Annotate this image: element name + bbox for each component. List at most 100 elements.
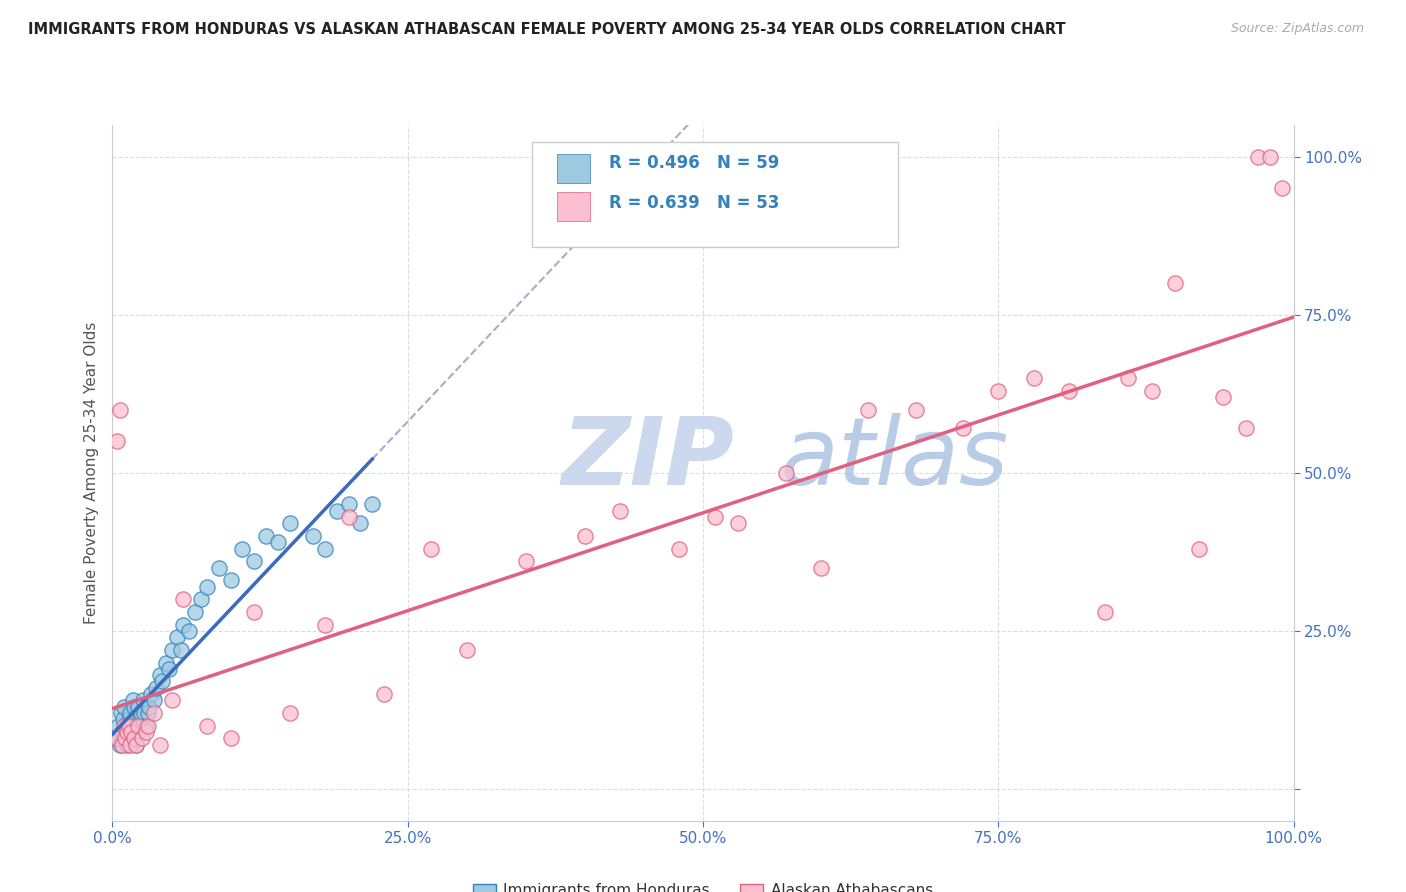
- Text: R = 0.639   N = 53: R = 0.639 N = 53: [609, 194, 779, 212]
- Point: [195, 580, 218, 594]
- Point: [1188, 541, 1211, 556]
- Point: [160, 693, 183, 707]
- Point: [703, 510, 725, 524]
- Point: [105, 434, 128, 449]
- Point: [117, 725, 139, 739]
- Point: [142, 693, 165, 707]
- Point: [115, 725, 138, 739]
- Point: [267, 535, 290, 549]
- Point: [574, 529, 596, 543]
- Point: [136, 719, 159, 733]
- Point: [1258, 149, 1281, 163]
- Point: [125, 738, 148, 752]
- Point: [515, 554, 537, 568]
- Point: [149, 668, 172, 682]
- Point: [172, 592, 194, 607]
- Point: [120, 731, 142, 746]
- Point: [132, 693, 155, 707]
- Point: [112, 731, 135, 746]
- Point: [184, 605, 207, 619]
- Point: [1271, 181, 1294, 195]
- Point: [337, 497, 360, 511]
- Point: [114, 731, 136, 746]
- Point: [125, 738, 148, 752]
- Point: [302, 529, 325, 543]
- Point: [160, 643, 183, 657]
- Text: Source: ZipAtlas.com: Source: ZipAtlas.com: [1230, 22, 1364, 36]
- Point: [111, 738, 134, 752]
- Point: [1247, 149, 1270, 163]
- Point: [114, 719, 136, 733]
- Point: [135, 725, 157, 739]
- Point: [129, 706, 152, 720]
- Point: [254, 529, 277, 543]
- Point: [125, 713, 148, 727]
- Point: [170, 643, 193, 657]
- Point: [145, 681, 167, 695]
- Text: atlas: atlas: [780, 413, 1008, 504]
- Point: [112, 713, 135, 727]
- Point: [120, 706, 142, 720]
- Point: [166, 630, 188, 644]
- Point: [456, 643, 478, 657]
- Point: [219, 574, 242, 588]
- Point: [150, 674, 173, 689]
- Point: [373, 687, 395, 701]
- Point: [243, 605, 266, 619]
- Point: [1022, 371, 1045, 385]
- Point: [1234, 421, 1257, 435]
- Point: [155, 656, 177, 670]
- FancyBboxPatch shape: [557, 154, 589, 184]
- Point: [107, 719, 129, 733]
- Point: [112, 699, 135, 714]
- Point: [858, 402, 880, 417]
- Point: [1116, 371, 1139, 385]
- Point: [314, 541, 336, 556]
- FancyBboxPatch shape: [557, 192, 589, 221]
- Point: [361, 497, 384, 511]
- Point: [138, 699, 160, 714]
- Point: [121, 693, 143, 707]
- Point: [110, 706, 132, 720]
- Point: [141, 687, 163, 701]
- Point: [1057, 384, 1080, 398]
- Point: [120, 738, 142, 752]
- Y-axis label: Female Poverty Among 25-34 Year Olds: Female Poverty Among 25-34 Year Olds: [83, 322, 98, 624]
- Point: [775, 466, 797, 480]
- Point: [904, 402, 927, 417]
- Point: [987, 384, 1010, 398]
- Point: [668, 541, 690, 556]
- Point: [118, 713, 141, 727]
- Point: [952, 421, 974, 435]
- Point: [219, 731, 242, 746]
- Point: [1164, 276, 1187, 290]
- Point: [122, 731, 145, 746]
- Point: [420, 541, 443, 556]
- Point: [326, 504, 349, 518]
- Point: [122, 725, 145, 739]
- Point: [127, 719, 149, 733]
- Point: [115, 738, 138, 752]
- Point: [349, 516, 371, 531]
- Point: [172, 617, 194, 632]
- Point: [131, 731, 153, 746]
- Text: R = 0.496   N = 59: R = 0.496 N = 59: [609, 154, 779, 172]
- Point: [278, 706, 301, 720]
- Point: [1140, 384, 1163, 398]
- Point: [108, 738, 131, 752]
- Point: [127, 725, 149, 739]
- FancyBboxPatch shape: [531, 142, 898, 247]
- Point: [111, 725, 134, 739]
- Text: ZIP: ZIP: [561, 413, 734, 505]
- Point: [105, 731, 128, 746]
- Point: [131, 719, 153, 733]
- Point: [122, 699, 145, 714]
- Point: [1094, 605, 1116, 619]
- Point: [105, 731, 128, 746]
- Point: [243, 554, 266, 568]
- Point: [136, 706, 159, 720]
- Point: [157, 662, 180, 676]
- Point: [337, 510, 360, 524]
- Point: [108, 402, 131, 417]
- Point: [120, 725, 142, 739]
